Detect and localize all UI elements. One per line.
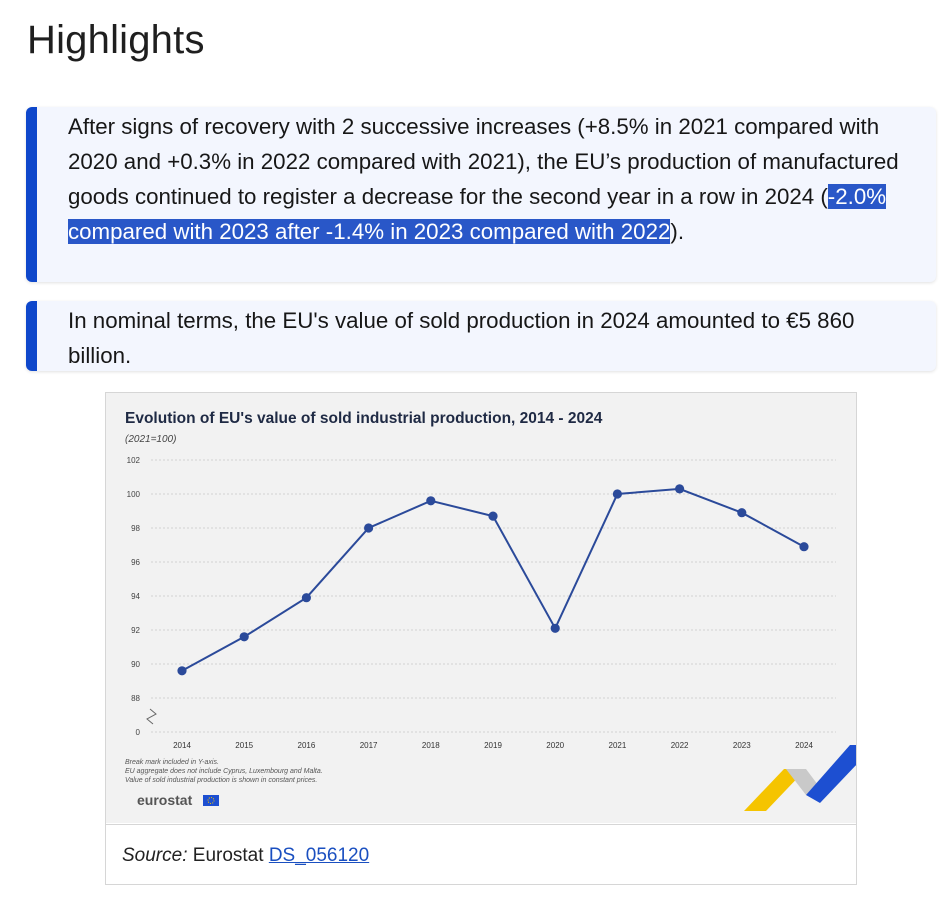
y-tick-label: 0	[136, 728, 141, 737]
y-tick-label: 92	[131, 626, 140, 635]
value-callout: In nominal terms, the EU's value of sold…	[26, 301, 936, 371]
source-link[interactable]: DS_056120	[268, 845, 370, 866]
x-tick-label: 2022	[671, 741, 689, 750]
x-tick-label: 2016	[298, 741, 316, 750]
x-tick-label: 2015	[235, 741, 253, 750]
chart-note: Break mark included in Y-axis.	[125, 759, 219, 766]
chart-figure: Evolution of EU's value of sold industri…	[105, 392, 857, 885]
data-point	[364, 523, 374, 533]
data-point	[426, 496, 436, 506]
chart-panel: Evolution of EU's value of sold industri…	[106, 393, 856, 823]
x-tick-label: 2017	[360, 741, 378, 750]
highlight-callout: After signs of recovery with 2 successiv…	[26, 107, 936, 282]
data-point	[239, 632, 249, 642]
data-point	[488, 511, 498, 521]
chart-title: Evolution of EU's value of sold industri…	[125, 410, 603, 427]
data-point	[612, 489, 622, 499]
data-point	[675, 484, 685, 494]
data-point	[550, 623, 560, 633]
brand-ribbon-icon	[744, 745, 856, 811]
x-tick-label: 2020	[546, 741, 564, 750]
x-tick-label: 2018	[422, 741, 440, 750]
data-point	[177, 666, 187, 676]
callout-text-end: ).	[670, 219, 685, 244]
data-point	[799, 542, 809, 552]
eurostat-logo-text: eurostat	[137, 792, 193, 808]
chart-note: EU aggregate does not include Cyprus, Lu…	[125, 768, 323, 775]
chart-note: Value of sold industrial production is s…	[125, 777, 317, 784]
page-title: Highlights	[27, 18, 205, 62]
y-tick-label: 98	[131, 524, 140, 533]
data-point	[737, 508, 747, 518]
y-tick-label: 96	[131, 558, 140, 567]
x-tick-label: 2014	[173, 741, 191, 750]
callout-text: After signs of recovery with 2 successiv…	[68, 114, 899, 209]
chart-subtitle: (2021=100)	[125, 434, 176, 445]
x-tick-label: 2021	[609, 741, 627, 750]
y-tick-label: 94	[131, 592, 140, 601]
x-tick-label: 2023	[733, 741, 751, 750]
y-tick-label: 102	[127, 456, 141, 465]
line-chart: Evolution of EU's value of sold industri…	[125, 410, 856, 811]
y-tick-label: 100	[127, 490, 141, 499]
x-tick-label: 2024	[795, 741, 813, 750]
axis-break-mark	[146, 708, 157, 725]
figure-caption: Source: Eurostat DS_056120	[106, 824, 856, 884]
eu-flag-icon	[203, 795, 219, 806]
gridlines	[151, 459, 836, 733]
source-text: Eurostat	[192, 845, 264, 866]
y-tick-label: 88	[131, 694, 140, 703]
x-axis-ticks: 2014 2015 2016 2017 2018 2019 2020 2021 2022 2023…	[173, 741, 813, 750]
callout-text: In nominal terms, the EU's value of sold…	[68, 308, 855, 368]
source-label: Source:	[122, 845, 188, 866]
y-axis-ticks: 102 100 98 96 94 92 90 88 0	[127, 456, 141, 737]
data-points	[177, 484, 809, 676]
x-tick-label: 2019	[484, 741, 502, 750]
data-point	[301, 593, 311, 603]
y-tick-label: 90	[131, 660, 140, 669]
